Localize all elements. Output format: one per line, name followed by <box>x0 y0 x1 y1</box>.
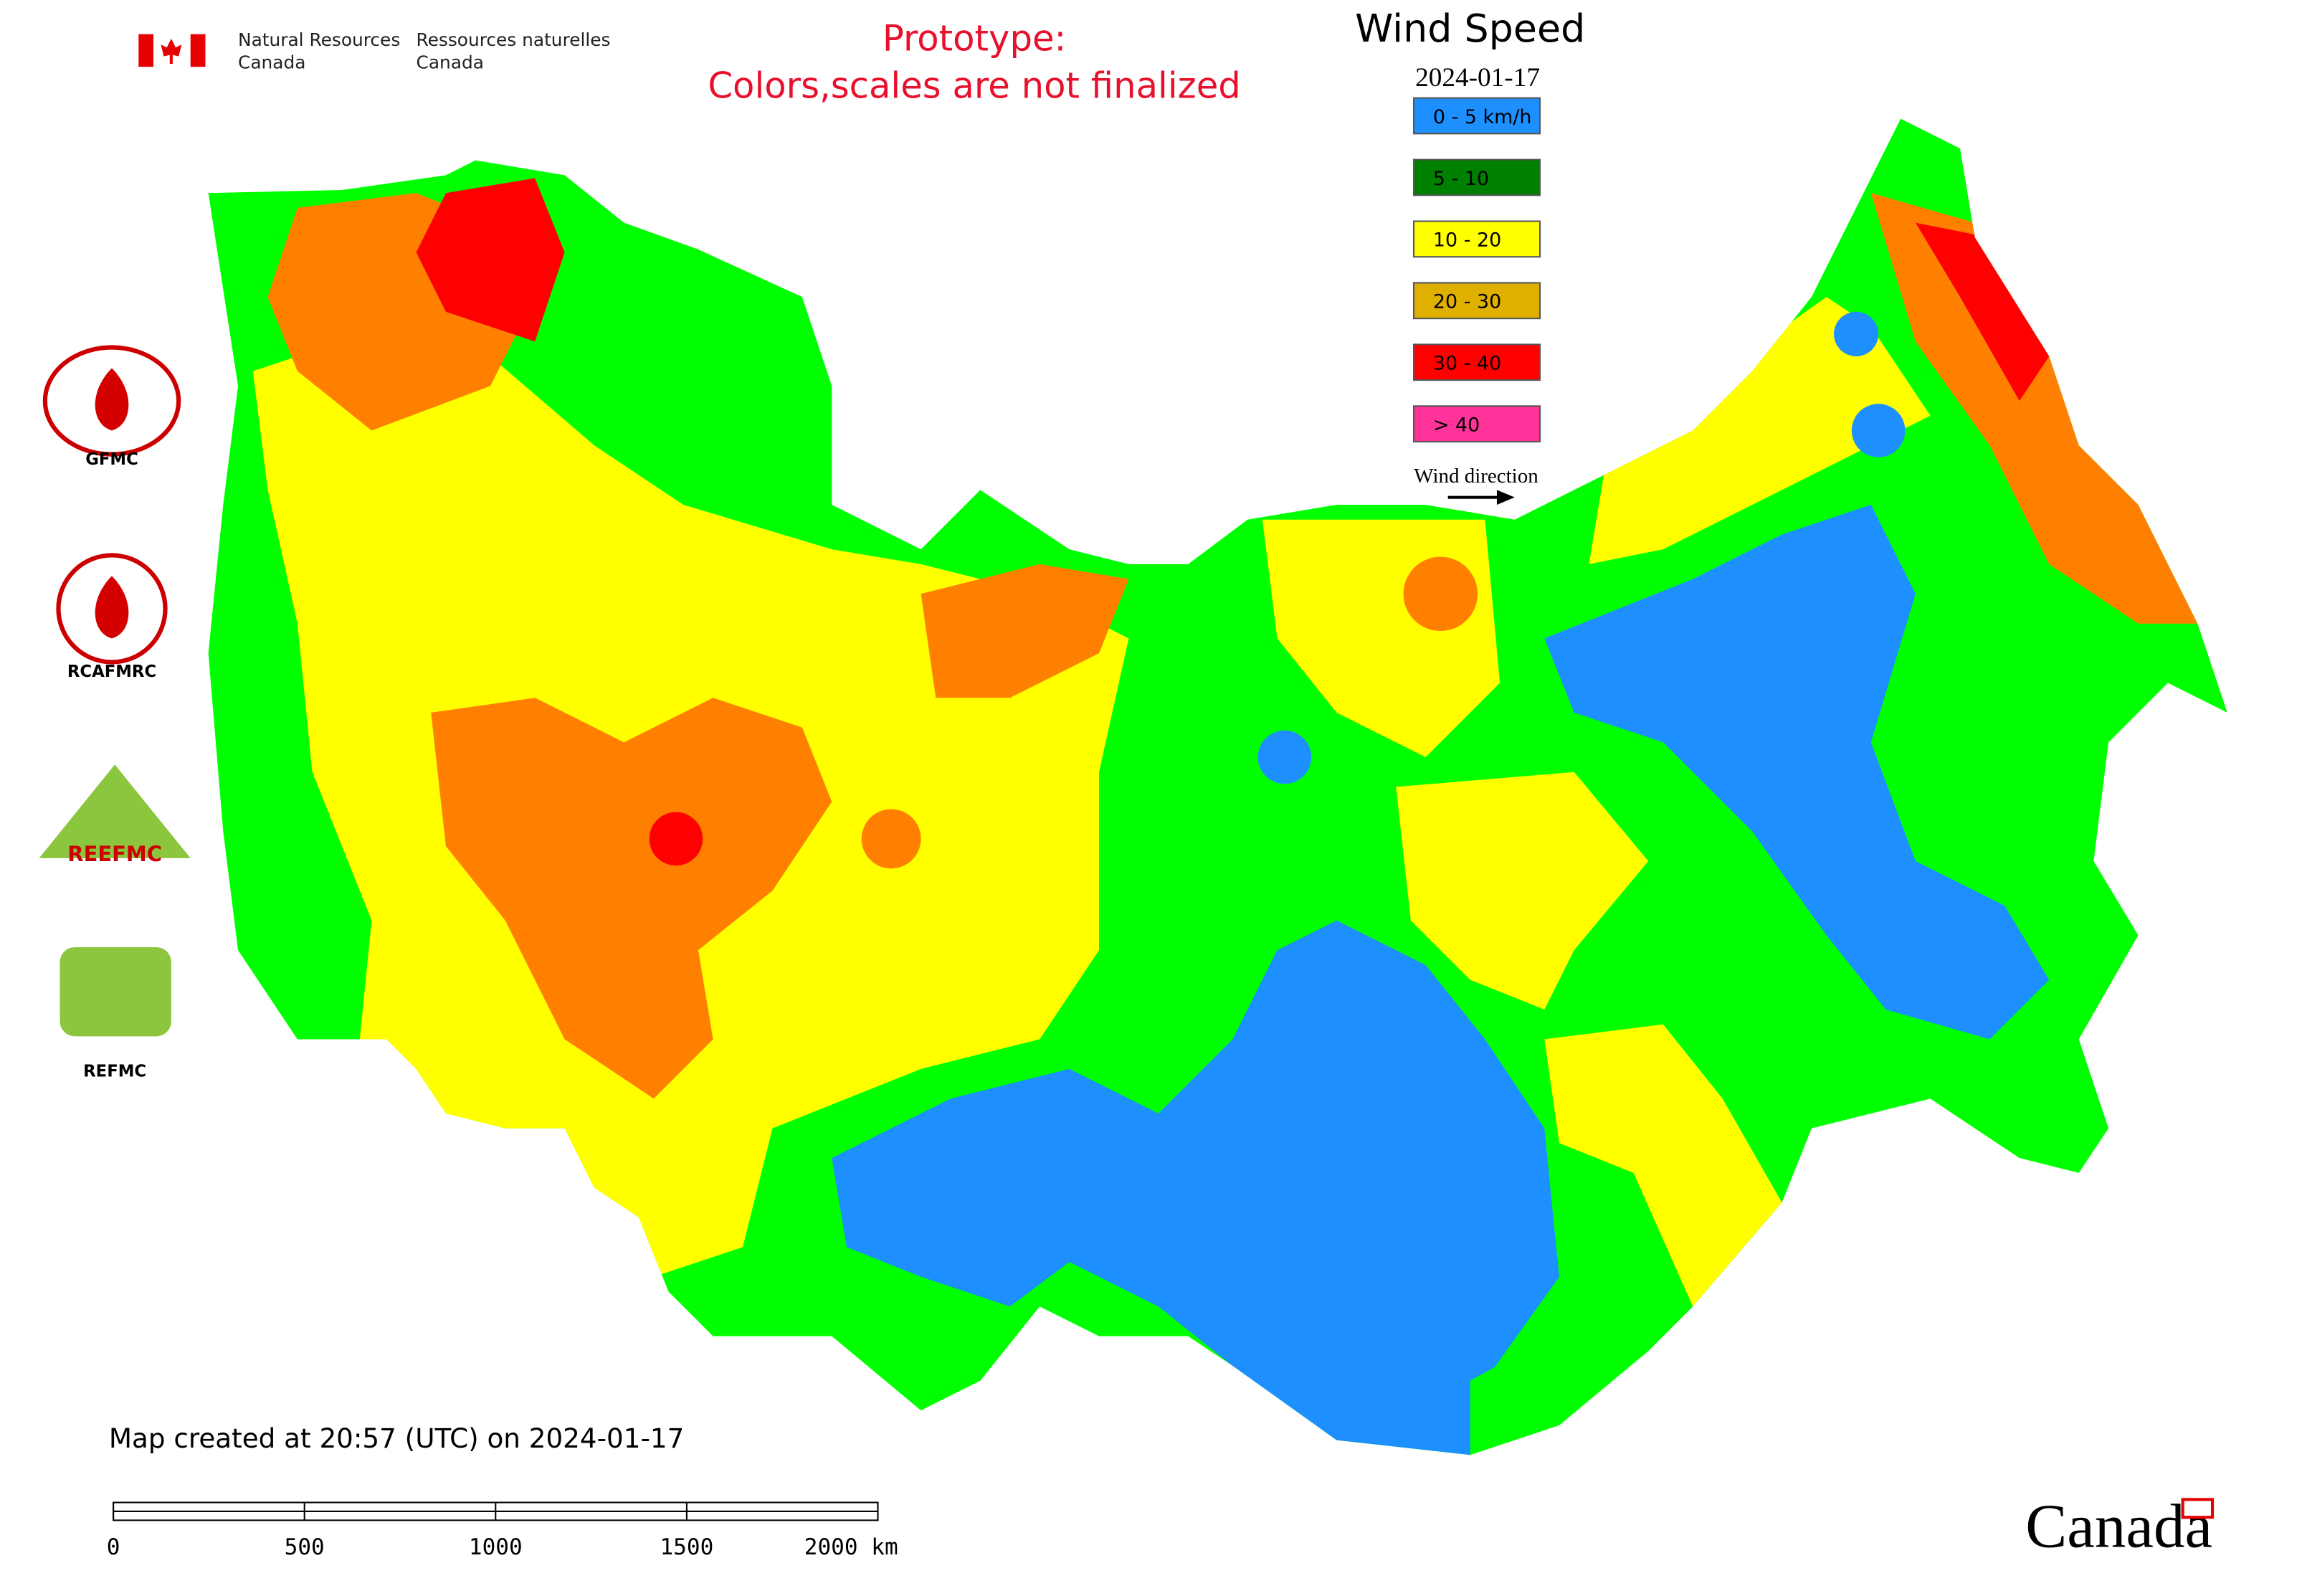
legend-title: Wind Speed <box>1355 6 1585 51</box>
legend-swatch <box>1412 282 1541 320</box>
legend-label: 30 - 40 <box>1433 353 1501 375</box>
logo-mark <box>39 764 191 858</box>
zone-orange <box>921 564 1129 698</box>
zone-orange <box>1403 556 1478 632</box>
scale-label: 2000 km <box>804 1534 898 1560</box>
legend-label: 5 - 10 <box>1433 168 1489 190</box>
logos: GFMC RCAFMRC REEFMC REFMC <box>39 345 191 1080</box>
legend-label: 10 - 20 <box>1433 229 1501 252</box>
map <box>208 118 2227 1455</box>
logo-label: GFMC <box>85 450 138 469</box>
org-name: Canada <box>238 52 305 72</box>
legend-swatch <box>1412 158 1541 196</box>
org-name: Ressources naturelles <box>417 29 611 50</box>
legend-swatch <box>1412 220 1541 258</box>
zone-blue <box>832 920 1559 1455</box>
zone-red <box>416 178 565 342</box>
legend-label: > 40 <box>1433 414 1480 437</box>
zone-orange <box>1870 193 2198 624</box>
logo-label: REEFMC <box>67 842 162 866</box>
zone-blue <box>1257 730 1312 784</box>
wind-zones <box>252 178 2198 1455</box>
zone-red <box>1915 222 2050 402</box>
legend-swatch <box>1412 343 1541 381</box>
scale-label: 0 <box>107 1534 120 1560</box>
zone-yellow <box>1544 1024 1782 1307</box>
zone-green <box>1470 1306 1649 1455</box>
logo-mark <box>60 947 171 1037</box>
logo-flame <box>95 368 129 431</box>
logo-label: RCAFMRC <box>67 662 156 681</box>
legend-swatch <box>1412 97 1541 135</box>
wordmark-flag <box>2181 1498 2215 1519</box>
legend-swatch <box>1412 405 1541 443</box>
logo-flame <box>95 576 129 639</box>
flag-band <box>190 34 206 67</box>
zone-yellow <box>1396 771 1649 1010</box>
legend-direction: Wind direction <box>1414 465 1538 488</box>
scale-bar: 0 500 1000 1500 2000 km <box>107 1501 898 1560</box>
logo-label: REFMC <box>83 1062 146 1080</box>
zone-blue <box>1834 311 1879 356</box>
zone-red <box>649 812 703 866</box>
zone-blue <box>1544 505 2050 1040</box>
org-name: Canada <box>417 52 484 72</box>
legend-label: 20 - 30 <box>1433 291 1501 313</box>
legend-label: 0 - 5 km/h <box>1433 106 1532 128</box>
scale-label: 500 <box>285 1534 325 1560</box>
notice: Colors,scales are not finalized <box>708 65 1240 107</box>
flag-band <box>138 34 153 67</box>
zone-blue <box>1851 404 1906 457</box>
scale-label: 1500 <box>660 1534 713 1560</box>
direction-arrow <box>1496 490 1515 505</box>
maple-leaf <box>161 38 182 65</box>
scale-label: 1000 <box>469 1534 523 1560</box>
notice: Prototype: <box>883 17 1066 59</box>
legend: 0 - 5 km/h 5 - 10 10 - 20 20 - 30 30 - 40 > 4… <box>1412 97 1541 443</box>
zone-yellow <box>1589 297 1931 564</box>
zone-orange <box>861 809 921 869</box>
org-name: Natural Resources <box>238 29 400 50</box>
legend-date: 2024-01-17 <box>1415 63 1540 92</box>
zone-orange <box>431 698 832 1099</box>
map-created: Map created at 20:57 (UTC) on 2024-01-17 <box>109 1422 684 1454</box>
